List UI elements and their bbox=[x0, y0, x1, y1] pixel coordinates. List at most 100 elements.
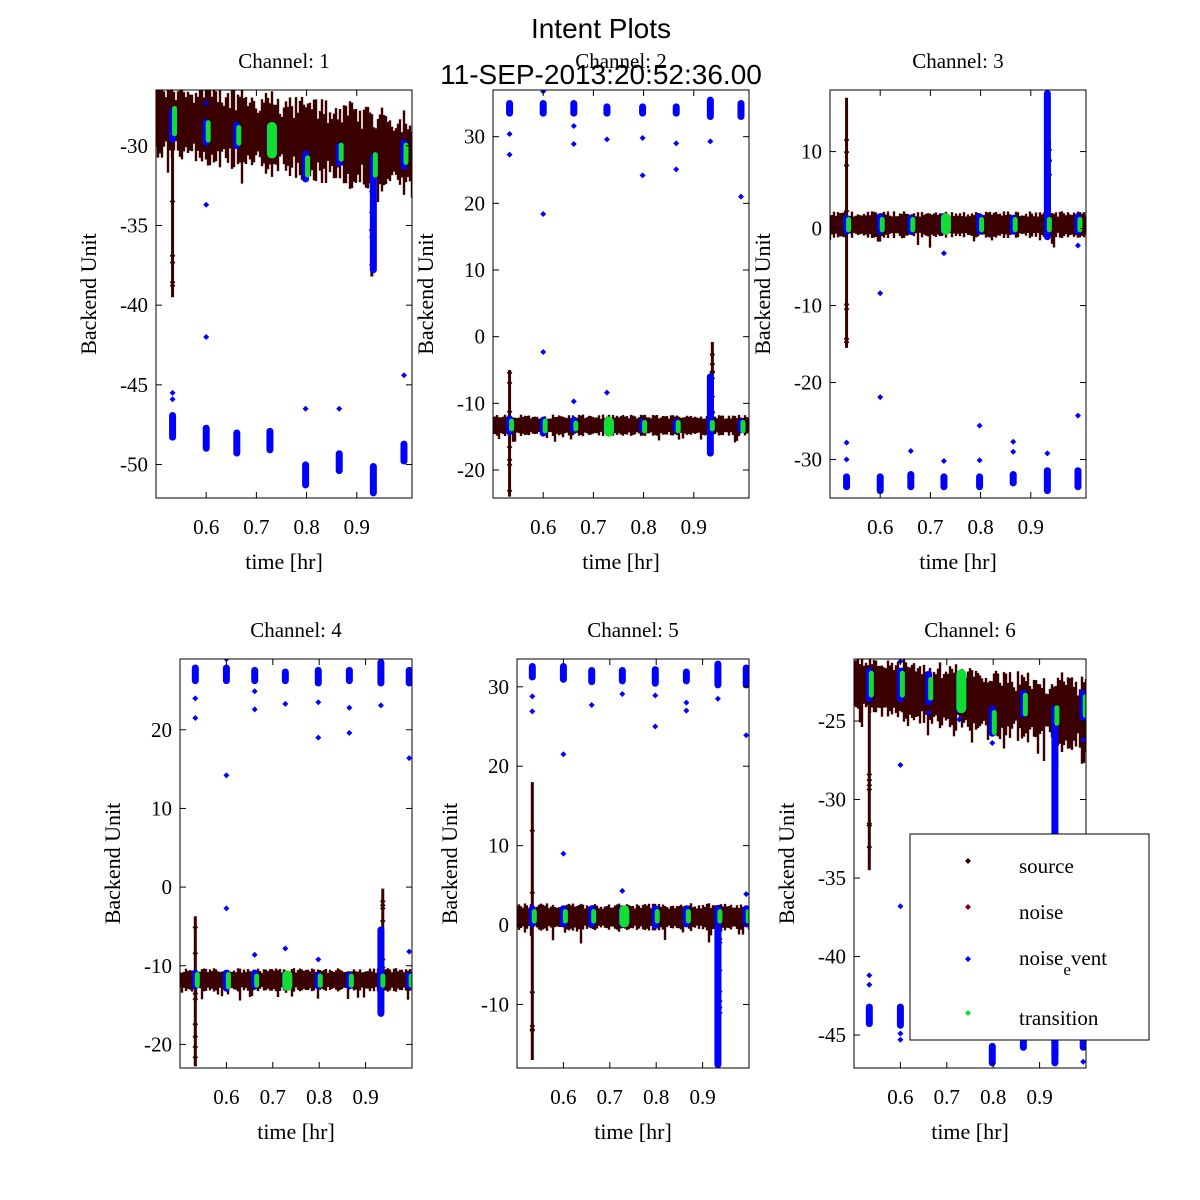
transition-cluster bbox=[879, 217, 885, 233]
transition-cluster bbox=[205, 120, 211, 143]
outlier-point bbox=[989, 739, 996, 746]
y-tick-label: -35 bbox=[818, 866, 846, 890]
panel-title: Channel: 5 bbox=[587, 618, 679, 642]
outlier-point bbox=[897, 903, 904, 910]
outlier-point bbox=[907, 448, 914, 455]
y-tick-label: -30 bbox=[794, 448, 822, 472]
outlier-point bbox=[683, 707, 690, 714]
noise-event-cluster bbox=[714, 660, 722, 689]
outlier-point bbox=[570, 398, 577, 405]
axes-frame bbox=[179, 658, 413, 1069]
noise-event-cluster bbox=[314, 666, 322, 687]
outlier-point bbox=[897, 761, 904, 768]
noise-event-cluster bbox=[369, 462, 377, 497]
outlier-point bbox=[956, 716, 963, 723]
y-tick-label: -30 bbox=[818, 788, 846, 812]
legend-marker-noise-event bbox=[965, 956, 971, 962]
outlier-point bbox=[1074, 412, 1081, 419]
series-source bbox=[830, 97, 1086, 348]
transition-cluster bbox=[531, 909, 537, 924]
outlier-point bbox=[1080, 736, 1086, 743]
source-point bbox=[169, 146, 176, 153]
source-point bbox=[192, 950, 199, 957]
source-point bbox=[506, 369, 513, 376]
transition-cluster bbox=[654, 909, 660, 924]
legend-box bbox=[909, 833, 1150, 1041]
source-point bbox=[369, 147, 375, 154]
noise-event-cluster bbox=[400, 440, 408, 465]
legend: source noise noiseevent transition bbox=[909, 833, 1150, 1041]
legend-entry-source: source bbox=[965, 854, 1074, 878]
series-source bbox=[180, 888, 412, 1067]
plot-area bbox=[517, 660, 749, 1068]
source-point bbox=[529, 827, 536, 834]
y-tick-label: -10 bbox=[794, 294, 822, 318]
transition-cluster bbox=[846, 217, 852, 233]
plot-area bbox=[493, 90, 749, 497]
noise-event-cluster bbox=[345, 666, 353, 685]
outlier-point bbox=[714, 695, 721, 702]
outlier-point bbox=[400, 372, 407, 379]
source-point bbox=[709, 351, 716, 358]
source-point bbox=[506, 380, 513, 386]
y-tick-label: -20 bbox=[457, 458, 485, 482]
transition-cluster bbox=[254, 973, 260, 988]
source-point bbox=[169, 282, 176, 289]
source-point bbox=[192, 1044, 199, 1050]
outlier-point bbox=[1010, 438, 1017, 445]
outlier-point bbox=[866, 981, 873, 988]
source-point bbox=[709, 361, 716, 368]
plot-area bbox=[830, 90, 1086, 495]
outlier-point bbox=[346, 704, 353, 711]
x-tick-label: 0.8 bbox=[643, 1085, 669, 1109]
source-point bbox=[843, 306, 850, 312]
x-tick-label: 0.7 bbox=[917, 515, 943, 539]
x-tick-label: 0.6 bbox=[887, 1085, 913, 1109]
outlier-point bbox=[652, 692, 659, 699]
noise-event-cluster bbox=[1043, 467, 1051, 495]
source-point bbox=[709, 368, 716, 375]
transition-cluster bbox=[348, 973, 354, 988]
outlier-point bbox=[169, 396, 176, 403]
noise-event-cluster bbox=[251, 666, 259, 685]
y-axis-label: Backend Unit bbox=[413, 233, 438, 355]
outlier-point bbox=[203, 201, 210, 208]
legend-entry-noise-event: noiseevent bbox=[965, 946, 1107, 979]
noise-event-cluster bbox=[1074, 467, 1082, 491]
source-point bbox=[379, 905, 386, 912]
source-point bbox=[866, 786, 873, 793]
legend-entry-transition: transition bbox=[965, 1006, 1099, 1030]
noise-event-cluster bbox=[737, 100, 745, 120]
y-tick-label: 20 bbox=[488, 754, 509, 778]
y-tick-label: 20 bbox=[464, 191, 485, 215]
noise-event-cluster bbox=[706, 373, 714, 457]
source-point bbox=[192, 1021, 199, 1028]
x-tick-label: 0.8 bbox=[293, 515, 319, 539]
transition-cluster bbox=[603, 416, 614, 437]
x-tick-label: 0.8 bbox=[967, 515, 993, 539]
outlier-point bbox=[560, 850, 567, 857]
outlier-point bbox=[603, 389, 610, 396]
y-tick-label: -35 bbox=[120, 213, 148, 237]
series-source bbox=[854, 659, 1086, 871]
outlier-point bbox=[540, 349, 547, 355]
series-source bbox=[517, 782, 749, 1061]
outlier-point bbox=[192, 714, 199, 721]
noise-event-cluster bbox=[1079, 1038, 1086, 1051]
transition-cluster bbox=[1082, 694, 1086, 718]
source-point bbox=[169, 259, 176, 266]
outlier-point bbox=[925, 710, 932, 717]
outlier-point bbox=[282, 700, 289, 707]
y-tick-label: 10 bbox=[464, 258, 485, 282]
source-point bbox=[192, 996, 199, 1002]
panel-title: Channel: 4 bbox=[250, 618, 342, 642]
y-tick-label: 0 bbox=[475, 325, 486, 349]
outlier-point bbox=[737, 193, 744, 200]
source-point bbox=[843, 301, 850, 308]
series-transition bbox=[194, 970, 412, 991]
source-point bbox=[506, 487, 513, 494]
panel-channel-3: Channel: 3 0.6 0.7 0.8 0.9 -30 -20 -10 0 10 time [… bbox=[750, 49, 1087, 574]
outlier-point bbox=[529, 693, 536, 700]
noise-event-cluster bbox=[570, 100, 578, 117]
